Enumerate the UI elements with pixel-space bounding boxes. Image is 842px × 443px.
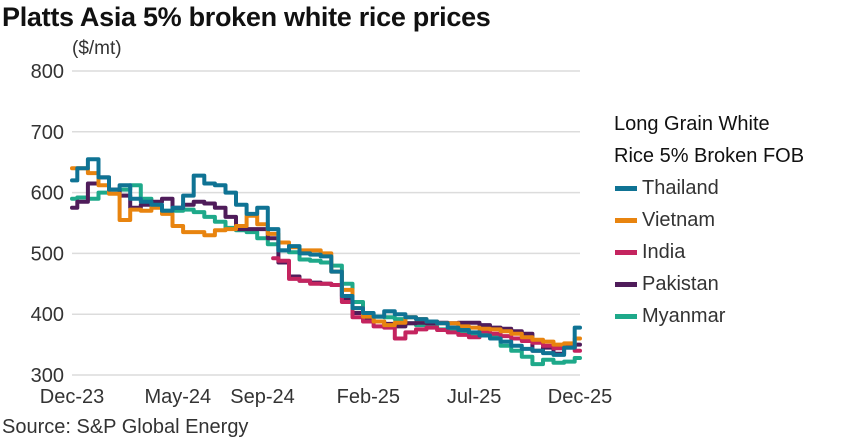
legend-label: India: [642, 240, 686, 263]
x-tick-label: Feb-25: [337, 386, 400, 408]
legend-swatch: [615, 249, 637, 255]
x-tick-label: May-24: [144, 386, 211, 408]
x-tick-label: Dec-25: [548, 386, 612, 408]
legend-title-line2: Rice 5% Broken FOB: [614, 145, 805, 167]
chart-title: Platts Asia 5% broken white rice prices: [2, 2, 491, 32]
legend-item-vietnam: Vietnam: [614, 204, 804, 236]
legend-label: Thailand: [642, 176, 719, 199]
series-lines: [70, 157, 582, 367]
legend: Long Grain White Rice 5% Broken FOB Thai…: [614, 108, 804, 332]
legend-label: Myanmar: [642, 304, 726, 327]
legend-label: Vietnam: [642, 208, 716, 231]
x-tick-label: Jul-25: [447, 386, 501, 408]
y-tick-label: 800: [31, 61, 64, 83]
y-axis-unit-label: ($/mt): [72, 38, 122, 59]
legend-items: Thailand Vietnam India Pakistan Myanmar: [614, 172, 804, 332]
legend-swatch: [615, 217, 637, 223]
x-tick-label: Sep-24: [230, 386, 295, 408]
y-tick-label: 700: [31, 122, 64, 144]
series-line-vietnam: [70, 166, 582, 347]
legend-swatch: [615, 281, 637, 287]
series-line-pakistan: [70, 175, 582, 356]
y-tick-label: 600: [31, 183, 64, 205]
y-axis-ticks: 300 400 500 600 700 800: [31, 61, 64, 387]
x-tick-label: Dec-23: [40, 386, 104, 408]
series-line-thailand: [70, 157, 582, 357]
y-tick-label: 300: [31, 365, 64, 387]
legend-swatch: [615, 313, 637, 319]
legend-item-india: India: [614, 236, 804, 268]
source-note: Source: S&P Global Energy: [2, 416, 249, 438]
legend-label: Pakistan: [642, 272, 719, 295]
legend-item-thailand: Thailand: [614, 172, 804, 204]
legend-item-pakistan: Pakistan: [614, 268, 804, 300]
gridlines: [72, 70, 580, 376]
legend-title-line1: Long Grain White: [614, 113, 770, 135]
legend-item-myanmar: Myanmar: [614, 300, 804, 332]
series-line-india: [271, 256, 582, 353]
y-tick-label: 500: [31, 243, 64, 265]
legend-swatch: [615, 185, 637, 191]
y-tick-label: 400: [31, 304, 64, 326]
x-axis-ticks: Dec-23 May-24 Sep-24 Feb-25 Jul-25 Dec-25: [40, 386, 612, 408]
